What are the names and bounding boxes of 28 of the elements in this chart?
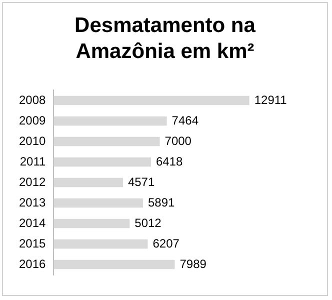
y-tick-label: 2009: [18, 113, 46, 128]
y-tick-label: 2011: [20, 154, 46, 168]
data-label: 6207: [152, 236, 180, 250]
y-tick-label: 2013: [18, 195, 46, 210]
bar: [54, 96, 250, 106]
bar: [54, 136, 160, 146]
data-label: 6418: [156, 154, 183, 168]
data-label: 7000: [164, 134, 192, 148]
y-tick-label: 2014: [18, 216, 46, 230]
data-label: 5891: [148, 195, 175, 210]
data-label: 12911: [254, 92, 288, 107]
y-tick-label: 2008: [18, 92, 46, 107]
bar: [54, 116, 167, 126]
y-tick-label: 2016: [18, 256, 46, 271]
bar: [54, 198, 143, 208]
chart-title: Desmatamento na Amazônia em km²: [74, 13, 256, 65]
data-label: 7989: [180, 256, 207, 271]
bar: [54, 218, 130, 228]
bar: [54, 178, 123, 188]
bar: [54, 157, 151, 167]
y-tick-label: 2012: [18, 174, 46, 189]
y-tick-label: 2015: [18, 236, 46, 250]
bar: [54, 239, 148, 249]
data-label: 7464: [172, 113, 199, 128]
bar: [54, 260, 175, 270]
y-tick-label: 2010: [18, 134, 46, 148]
data-label: 4571: [128, 174, 155, 189]
data-label: 5012: [134, 216, 162, 230]
